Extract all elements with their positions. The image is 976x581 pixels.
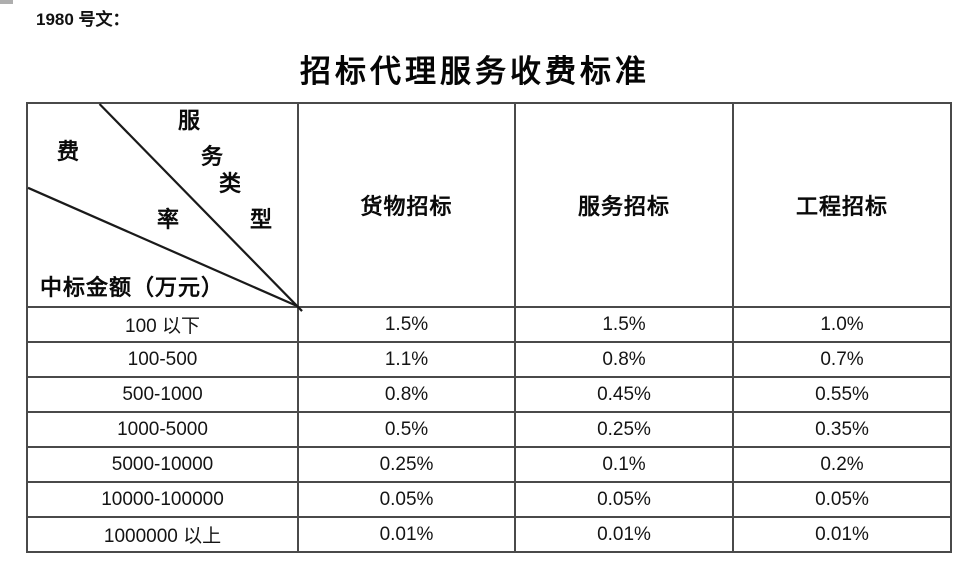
rate-cell: 0.25% xyxy=(514,411,734,448)
table-row: 1000-5000 0.5% 0.25% 0.35% xyxy=(26,411,952,448)
amount-range-cell: 5000-10000 xyxy=(26,446,299,483)
rate-cell: 0.8% xyxy=(297,376,516,413)
amount-range-cell: 1000-5000 xyxy=(26,411,299,448)
column-header-engineering: 工程招标 xyxy=(732,102,952,308)
corner-service-type-char: 型 xyxy=(250,207,273,232)
rate-cell: 0.55% xyxy=(732,376,952,413)
corner-amount-label: 中标金额（万元） xyxy=(40,275,225,300)
rate-cell: 1.1% xyxy=(297,341,516,378)
rate-cell: 1.0% xyxy=(732,306,952,343)
corner-cell-content: 服 务 类 型 费 率 中标金额（万元） xyxy=(27,103,303,312)
rate-cell: 0.01% xyxy=(514,516,734,553)
amount-range-cell: 100-500 xyxy=(26,341,299,378)
amount-range-cell: 500-1000 xyxy=(26,376,299,413)
rate-cell: 1.5% xyxy=(297,306,516,343)
page-corner-artifact xyxy=(0,0,13,4)
table-row: 500-1000 0.8% 0.45% 0.55% xyxy=(26,376,952,413)
table-header-row: 服 务 类 型 费 率 中标金额（万元） 货物招标 服务招标 工程招标 xyxy=(26,102,952,312)
amount-range-cell: 1000000 以上 xyxy=(26,516,299,553)
amount-range-cell: 10000-100000 xyxy=(26,481,299,518)
corner-service-type-char: 服 xyxy=(178,108,201,133)
fee-table: 服 务 类 型 费 率 中标金额（万元） 货物招标 服务招标 工程招标 100 … xyxy=(26,102,952,553)
table-row: 100-500 1.1% 0.8% 0.7% xyxy=(26,341,952,378)
rate-cell: 0.05% xyxy=(297,481,516,518)
corner-service-type-char: 务 xyxy=(201,144,224,169)
amount-range-cell: 100 以下 xyxy=(26,306,299,343)
column-header-services: 服务招标 xyxy=(514,102,734,308)
corner-fee-rate-char: 率 xyxy=(157,207,180,232)
corner-service-type-char: 类 xyxy=(219,171,242,196)
rate-cell: 0.7% xyxy=(732,341,952,378)
rate-cell: 0.01% xyxy=(297,516,516,553)
corner-fee-rate-char: 费 xyxy=(57,139,80,164)
rate-cell: 0.2% xyxy=(732,446,952,483)
column-header-goods: 货物招标 xyxy=(297,102,516,308)
rate-cell: 1.5% xyxy=(514,306,734,343)
table-row: 1000000 以上 0.01% 0.01% 0.01% xyxy=(26,516,952,553)
document-ref-label: 1980 号文： xyxy=(36,10,130,29)
table-row: 5000-10000 0.25% 0.1% 0.2% xyxy=(26,446,952,483)
table-row: 10000-100000 0.05% 0.05% 0.05% xyxy=(26,481,952,518)
rate-cell: 0.25% xyxy=(297,446,516,483)
rate-cell: 0.01% xyxy=(732,516,952,553)
rate-cell: 0.8% xyxy=(514,341,734,378)
table-row: 100 以下 1.5% 1.5% 1.0% xyxy=(26,306,952,343)
table-corner-cell: 服 务 类 型 费 率 中标金额（万元） xyxy=(26,102,303,312)
diagonal-split-lines xyxy=(27,103,303,312)
rate-cell: 0.05% xyxy=(732,481,952,518)
page-title: 招标代理服务收费标准 xyxy=(300,54,650,89)
rate-cell: 0.05% xyxy=(514,481,734,518)
rate-cell: 0.1% xyxy=(514,446,734,483)
rate-cell: 0.45% xyxy=(514,376,734,413)
rate-cell: 0.35% xyxy=(732,411,952,448)
rate-cell: 0.5% xyxy=(297,411,516,448)
